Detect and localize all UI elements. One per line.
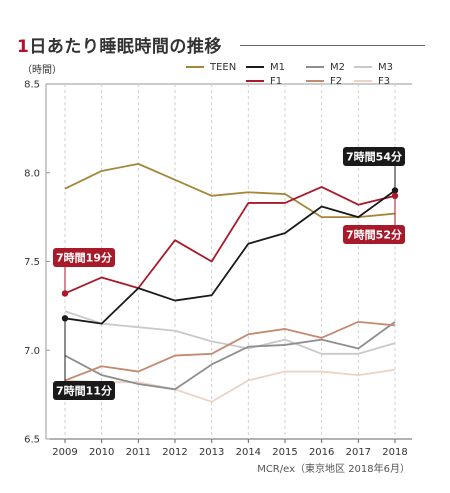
x-tick-label: 2009 — [52, 447, 77, 458]
legend-label-m2: M2 — [330, 62, 345, 73]
x-tick-label: 2017 — [346, 447, 371, 458]
chart-title-number: 1 — [17, 37, 30, 57]
series-line-f2 — [64, 320, 396, 382]
x-tick-label: 2010 — [89, 447, 114, 458]
x-tick-label: 2013 — [199, 447, 224, 458]
legend-label-f1: F1 — [270, 76, 282, 87]
callout-box — [53, 381, 115, 400]
x-tick-label: 2012 — [162, 447, 187, 458]
callout-label: 7時間11分 — [56, 384, 112, 398]
series-line-f3 — [64, 368, 396, 403]
x-tick-label: 2018 — [382, 447, 407, 458]
callout-point — [391, 192, 399, 200]
callout-box — [343, 147, 405, 166]
callout-3: 7時間19分 — [53, 248, 115, 297]
chart-title-text: 日あたり睡眠時間の推移 — [29, 37, 222, 57]
title-rule — [240, 45, 425, 46]
x-tick-label: 2011 — [126, 447, 151, 458]
chart-title: 1日あたり睡眠時間の推移 — [17, 32, 222, 57]
y-tick-label: 7.0 — [24, 346, 40, 357]
legend-label-f2: F2 — [330, 76, 342, 87]
x-tick-label: 2014 — [236, 447, 261, 458]
callout-point — [61, 290, 69, 297]
y-tick-label: 7.5 — [24, 257, 40, 268]
legend-label-teen: TEEN — [209, 62, 236, 73]
callout-label: 7時間54分 — [346, 150, 402, 164]
x-tick-label: 2015 — [272, 447, 297, 458]
series-line-m3 — [64, 310, 396, 355]
series-line-teen — [64, 162, 396, 219]
series-line-m2 — [64, 321, 396, 391]
y-tick-label: 6.5 — [24, 435, 40, 446]
legend-label-f3: F3 — [378, 76, 390, 87]
source-note: MCR/ex（東京地区 2018年6月） — [257, 464, 410, 475]
callout-box — [343, 225, 405, 244]
callout-1: 7時間54分 — [343, 147, 405, 194]
series-line-m1 — [64, 189, 396, 325]
legend-label-m3: M3 — [378, 62, 393, 73]
y-tick-label: 8.0 — [24, 168, 40, 179]
y-axis-label: （時間） — [22, 64, 62, 76]
legend-label-m1: M1 — [270, 62, 285, 73]
callout-2: 7時間52分 — [343, 192, 405, 244]
callout-label: 7時間19分 — [56, 251, 112, 265]
callout-label: 7時間52分 — [346, 228, 402, 242]
callout-box — [53, 248, 115, 267]
callout-point — [61, 315, 69, 322]
x-tick-label: 2016 — [309, 447, 334, 458]
y-tick-label: 8.5 — [24, 80, 40, 91]
series-line-f1 — [64, 186, 396, 295]
callout-4: 7時間11分 — [53, 315, 115, 400]
callout-point — [391, 187, 399, 194]
